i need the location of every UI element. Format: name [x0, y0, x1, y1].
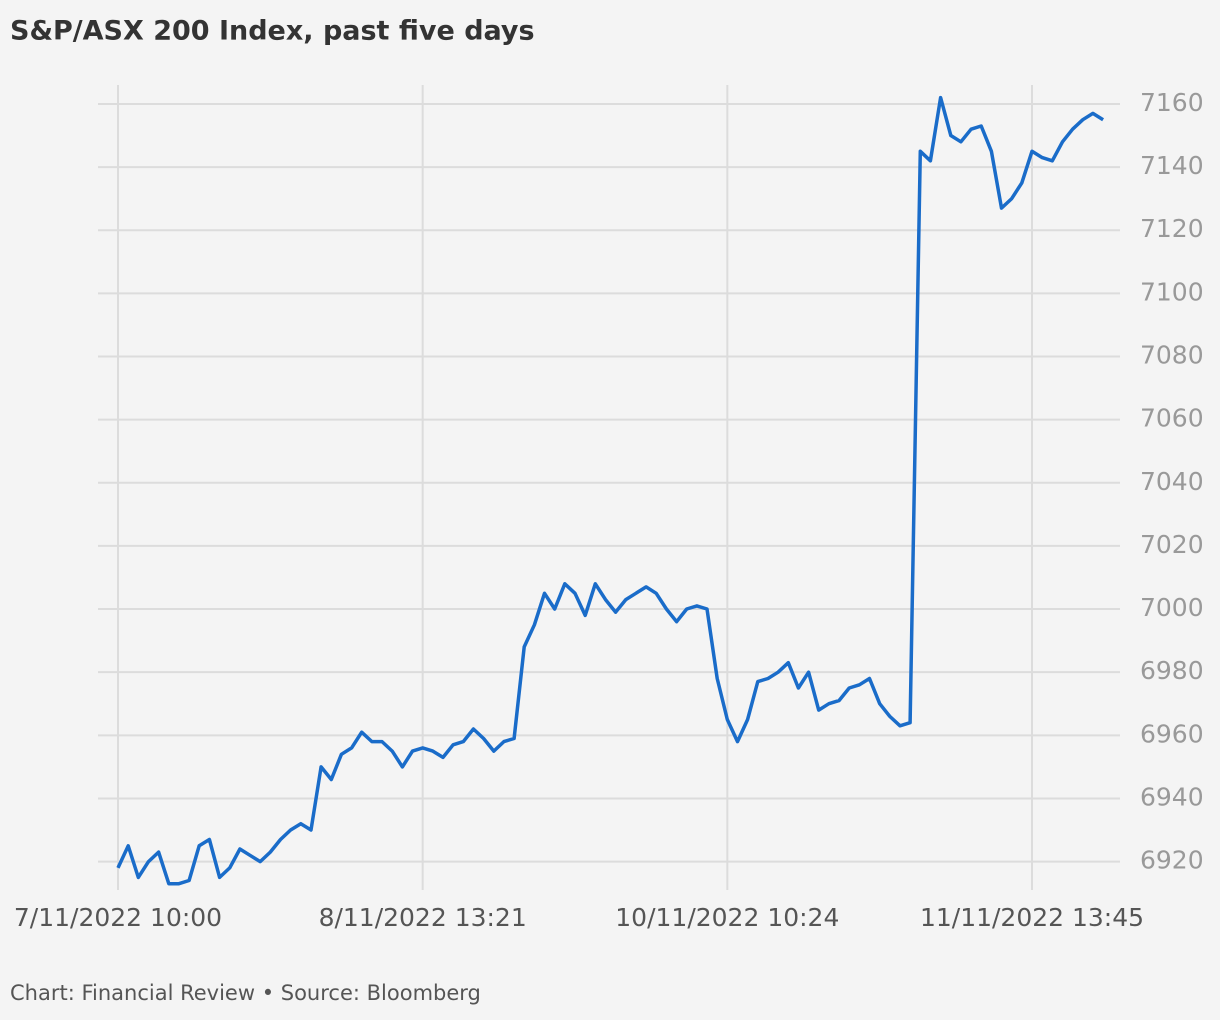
- x-tick-label: 10/11/2022 10:24: [615, 903, 839, 932]
- y-tick-label: 7100: [1140, 277, 1204, 306]
- price-line: [116, 95, 1105, 886]
- x-tick-label: 8/11/2022 13:21: [319, 903, 527, 932]
- x-tick-label: 11/11/2022 13:45: [920, 903, 1144, 932]
- y-tick-label: 7060: [1140, 404, 1204, 433]
- source-note: Chart: Financial Review • Source: Bloomb…: [10, 981, 481, 1005]
- x-tick-label: 7/11/2022 10:00: [14, 903, 222, 932]
- y-tick-label: 7040: [1140, 467, 1204, 496]
- y-tick-label: 7080: [1140, 340, 1204, 369]
- y-tick-label: 7000: [1140, 593, 1204, 622]
- y-tick-label: 6980: [1140, 656, 1204, 685]
- y-tick-label: 6920: [1140, 846, 1204, 875]
- y-tick-label: 7120: [1140, 214, 1204, 243]
- y-tick-label: 7140: [1140, 151, 1204, 180]
- y-tick-label: 7020: [1140, 530, 1204, 559]
- y-tick-label: 7160: [1140, 88, 1204, 117]
- y-tick-label: 6960: [1140, 719, 1204, 748]
- y-tick-label: 6940: [1140, 782, 1204, 811]
- chart-title: S&P/ASX 200 Index, past five days: [10, 16, 535, 47]
